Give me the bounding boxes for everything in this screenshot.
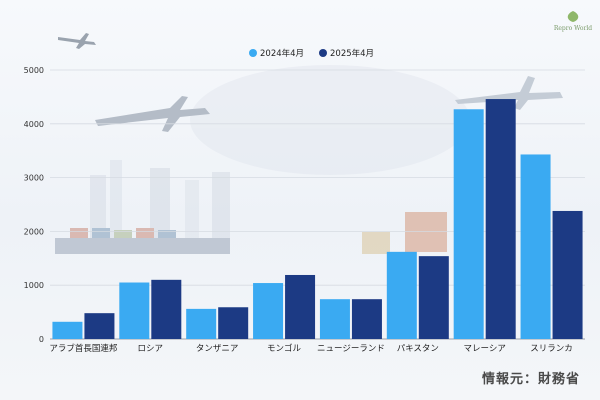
- source-note: 情報元：財務省: [481, 372, 580, 387]
- shipping-container: [405, 212, 447, 252]
- y-tick-label: 2000: [24, 227, 44, 236]
- bar: [218, 307, 249, 339]
- cargo-ship: [55, 238, 230, 254]
- x-tick-label: マレーシア: [464, 344, 506, 354]
- brand-name: Repro World: [554, 25, 592, 32]
- y-tick-label: 4000: [24, 120, 44, 129]
- x-tick-label: スリランカ: [530, 344, 573, 354]
- city-skyline: [212, 172, 230, 245]
- bar: [453, 109, 484, 339]
- bars: [52, 99, 583, 339]
- x-axis: アラブ首長国連邦 ロシア タンザニア モンゴル ニュージーランド パキスタン マレーシア スリ…: [49, 343, 572, 354]
- city-skyline: [185, 180, 199, 245]
- x-tick-label: ニュージーランド: [317, 344, 385, 354]
- airplane-icon: [95, 96, 210, 132]
- y-axis: 0 1000 2000 3000 4000 5000: [24, 66, 44, 344]
- bar: [119, 282, 150, 339]
- truck: [362, 232, 390, 254]
- bar: [253, 283, 284, 339]
- cargo-container: [136, 228, 154, 238]
- background-illustration: [55, 65, 470, 254]
- bar: [186, 308, 217, 339]
- bar: [319, 299, 350, 339]
- cargo-container: [92, 228, 110, 238]
- city-skyline: [150, 168, 170, 245]
- cargo-container: [70, 228, 88, 238]
- city-skyline: [110, 160, 122, 245]
- bar: [386, 251, 417, 339]
- x-tick-label: ロシア: [138, 344, 164, 354]
- x-tick-label: パキスタン: [397, 344, 439, 354]
- y-tick-label: 0: [39, 335, 44, 344]
- legend-swatch: [319, 49, 327, 57]
- bar: [351, 299, 382, 339]
- legend-swatch: [249, 49, 257, 57]
- cargo-container: [158, 230, 176, 238]
- x-tick-label: アラブ首長国連邦: [49, 343, 118, 354]
- world-map: [190, 65, 470, 175]
- bar: [520, 154, 551, 339]
- x-tick-label: タンザニア: [196, 344, 239, 354]
- brand-logo: Repro World: [554, 11, 592, 32]
- bar: [418, 256, 449, 339]
- leaf-icon: [567, 11, 579, 22]
- bar: [285, 274, 316, 339]
- y-tick-label: 5000: [24, 66, 44, 75]
- x-tick-label: モンゴル: [267, 343, 302, 354]
- legend: 2024年4月 2025年4月: [249, 48, 374, 59]
- bar: [485, 99, 516, 339]
- airplane-icon: [58, 33, 96, 49]
- legend-label: 2025年4月: [330, 48, 374, 59]
- cargo-container: [114, 230, 132, 238]
- airplane-icon: [455, 76, 563, 110]
- y-tick-label: 3000: [24, 174, 44, 183]
- bar: [552, 210, 583, 339]
- bar: [151, 279, 182, 339]
- bar: [52, 321, 83, 339]
- city-skyline: [90, 175, 106, 245]
- y-tick-label: 1000: [24, 281, 44, 290]
- bar: [84, 313, 115, 339]
- legend-label: 2024年4月: [260, 48, 304, 59]
